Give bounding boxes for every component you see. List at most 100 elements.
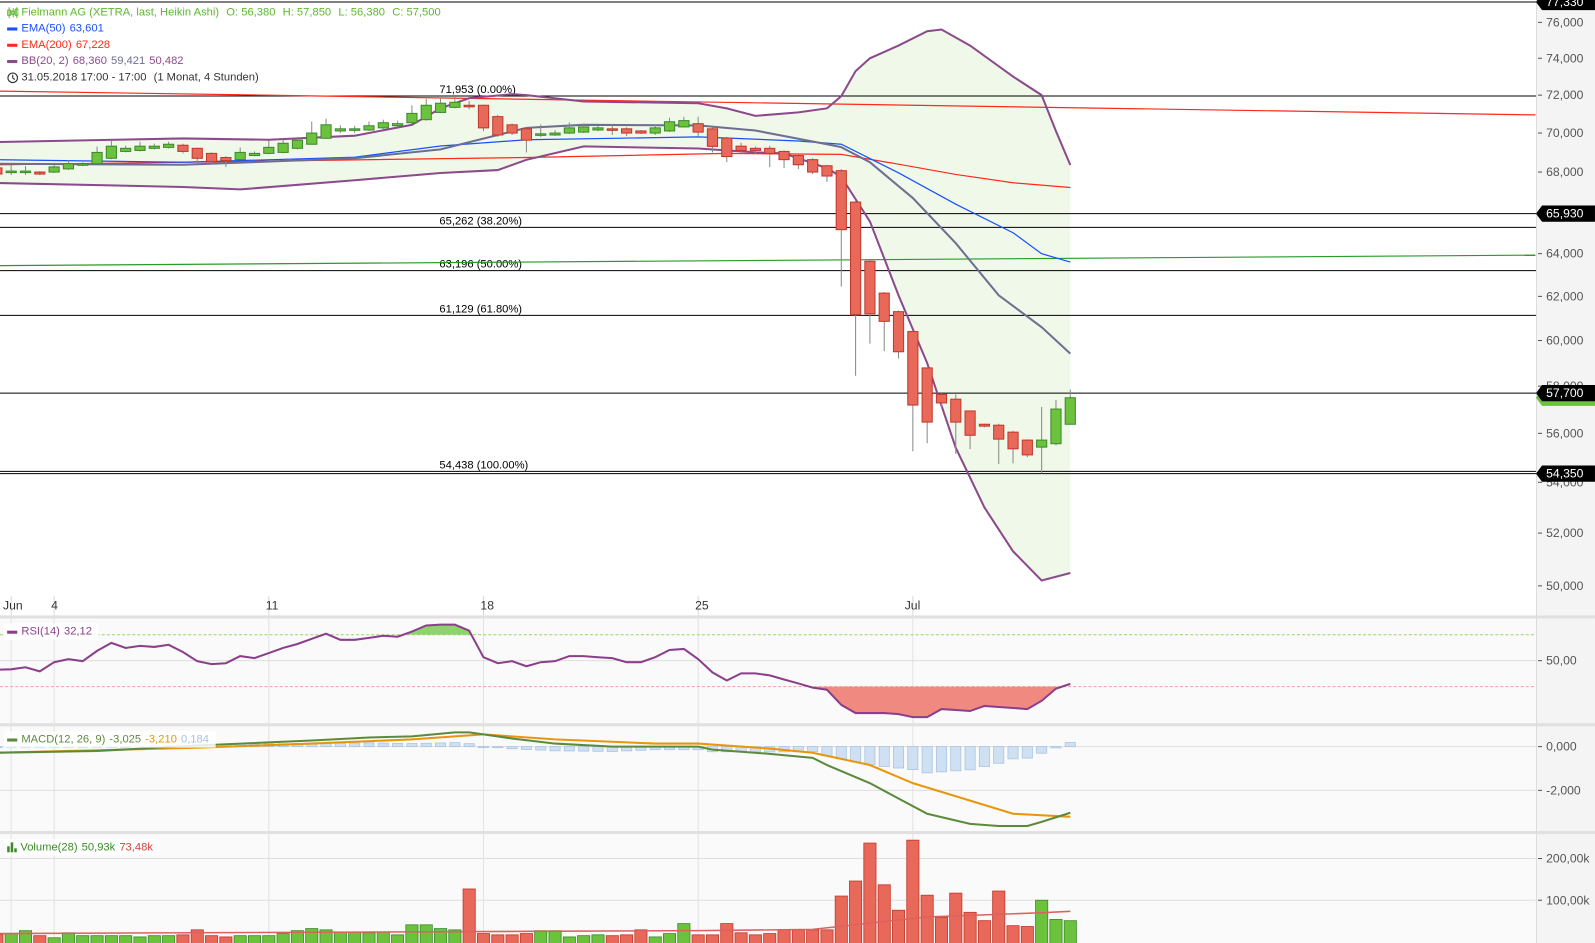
- candle[interactable]: [921, 367, 933, 444]
- candle[interactable]: [306, 121, 318, 145]
- candle[interactable]: [935, 393, 948, 409]
- candle[interactable]: [5, 165, 17, 176]
- candle[interactable]: [492, 114, 504, 137]
- candle[interactable]: [463, 100, 475, 110]
- volume-bar: [448, 929, 462, 943]
- candle[interactable]: [191, 147, 203, 164]
- volume-legend[interactable]: Volume(28) 50,93k 73,48k: [4, 839, 161, 856]
- candle[interactable]: [1036, 406, 1048, 474]
- candle[interactable]: [363, 121, 375, 132]
- candle[interactable]: [864, 259, 876, 344]
- candle[interactable]: [177, 143, 189, 154]
- candle[interactable]: [735, 142, 747, 155]
- rsi-legend[interactable]: RSI(14) 32,12: [4, 623, 100, 640]
- candle[interactable]: [606, 124, 618, 135]
- candle[interactable]: [220, 156, 232, 168]
- candle[interactable]: [349, 125, 361, 134]
- candle[interactable]: [592, 125, 604, 132]
- candle[interactable]: [835, 169, 847, 287]
- pane-separator[interactable]: [0, 723, 1595, 727]
- candle[interactable]: [1050, 399, 1062, 446]
- macd-histogram-bar: [520, 746, 532, 750]
- trend-line[interactable]: [0, 90, 1536, 116]
- candle[interactable]: [506, 123, 518, 135]
- candle[interactable]: [105, 140, 117, 160]
- candle[interactable]: [291, 136, 304, 150]
- candle[interactable]: [263, 140, 275, 155]
- candle[interactable]: [721, 136, 733, 163]
- pane-separator[interactable]: [0, 615, 1595, 619]
- candle[interactable]: [764, 145, 776, 168]
- candle[interactable]: [62, 160, 75, 171]
- candle[interactable]: [621, 127, 633, 136]
- candle[interactable]: [406, 105, 418, 124]
- legend-bb[interactable]: BB(20, 2) 68,360 59,421 50,482: [7, 53, 445, 69]
- candle[interactable]: [320, 118, 332, 139]
- candle[interactable]: [1007, 430, 1019, 464]
- price-marker-box[interactable]: [1535, 0, 1595, 11]
- candle[interactable]: [120, 145, 132, 153]
- candle[interactable]: [19, 166, 32, 176]
- candle[interactable]: [449, 96, 461, 109]
- candle[interactable]: [520, 127, 533, 153]
- time-label: 11: [266, 598, 279, 612]
- candle[interactable]: [993, 423, 1005, 464]
- candle[interactable]: [649, 124, 661, 135]
- candle[interactable]: [678, 116, 690, 128]
- candle[interactable]: [434, 97, 447, 114]
- candle[interactable]: [1064, 389, 1076, 425]
- trend-line[interactable]: [0, 254, 1536, 267]
- candle[interactable]: [377, 119, 389, 130]
- candle[interactable]: [392, 120, 404, 128]
- candle[interactable]: [807, 158, 819, 175]
- candle[interactable]: [878, 292, 890, 352]
- candle[interactable]: [334, 125, 346, 134]
- legend-main-series[interactable]: Fielmann AG (XETRA, last, Heikin Ashi) O…: [7, 4, 445, 20]
- candle[interactable]: [234, 147, 246, 161]
- candle[interactable]: [134, 141, 146, 152]
- candle[interactable]: [563, 122, 575, 135]
- legend-range[interactable]: 31.05.2018 17:00 - 17:00 (1 Monat, 4 Stu…: [7, 69, 445, 85]
- candle[interactable]: [48, 165, 60, 174]
- candle[interactable]: [950, 394, 962, 454]
- macd-legend[interactable]: MACD(12, 26, 9) -3,025 -3,210 0,184: [4, 731, 217, 748]
- candle[interactable]: [964, 410, 976, 450]
- price-marker-box[interactable]: [1535, 465, 1595, 482]
- candle[interactable]: [1021, 439, 1033, 458]
- volume-bar: [777, 929, 791, 943]
- bb-lower-value: 50,482: [149, 54, 184, 68]
- candle[interactable]: [163, 141, 175, 149]
- candle[interactable]: [277, 139, 289, 154]
- candle[interactable]: [248, 151, 261, 157]
- candle[interactable]: [978, 423, 991, 428]
- candle[interactable]: [821, 165, 833, 182]
- candle[interactable]: [0, 166, 3, 176]
- price-marker-box[interactable]: [1535, 205, 1595, 222]
- pane-separator[interactable]: [0, 831, 1595, 835]
- candle[interactable]: [91, 146, 103, 165]
- candle[interactable]: [749, 146, 762, 154]
- candle[interactable]: [77, 162, 89, 167]
- candle[interactable]: [549, 130, 561, 136]
- candle[interactable]: [692, 116, 704, 136]
- candle[interactable]: [706, 127, 719, 153]
- legend-ema200[interactable]: EMA(200) 67,228: [7, 37, 445, 53]
- candle[interactable]: [663, 117, 676, 133]
- candle[interactable]: [34, 171, 46, 176]
- candle[interactable]: [892, 310, 905, 359]
- candle[interactable]: [420, 98, 432, 121]
- candle[interactable]: [535, 124, 547, 137]
- candle[interactable]: [792, 154, 804, 170]
- candle[interactable]: [635, 129, 647, 135]
- legend-ema50[interactable]: EMA(50) 63,601: [7, 20, 445, 36]
- candle[interactable]: [148, 143, 160, 150]
- candle[interactable]: [907, 330, 919, 452]
- candle[interactable]: [205, 152, 218, 165]
- candle[interactable]: [850, 201, 862, 376]
- volume-bar: [262, 935, 276, 943]
- candle[interactable]: [477, 104, 490, 132]
- candle[interactable]: [778, 150, 790, 169]
- price-marker-box[interactable]: [1535, 384, 1595, 402]
- candle[interactable]: [578, 123, 590, 134]
